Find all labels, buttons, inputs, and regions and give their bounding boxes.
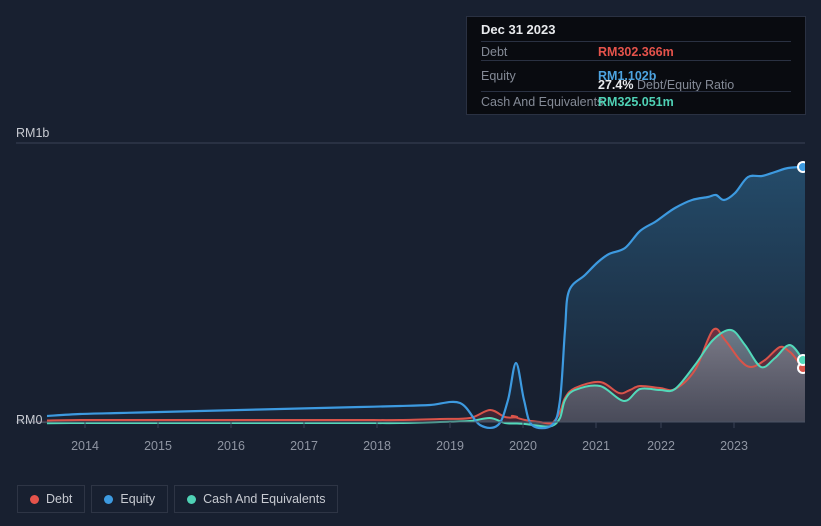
svg-text:2023: 2023 bbox=[720, 439, 748, 453]
svg-text:2018: 2018 bbox=[363, 439, 391, 453]
svg-text:2014: 2014 bbox=[71, 439, 99, 453]
svg-text:2016: 2016 bbox=[217, 439, 245, 453]
svg-text:2017: 2017 bbox=[290, 439, 318, 453]
svg-text:2020: 2020 bbox=[509, 439, 537, 453]
svg-text:2022: 2022 bbox=[647, 439, 675, 453]
svg-text:2021: 2021 bbox=[582, 439, 610, 453]
svg-text:2019: 2019 bbox=[436, 439, 464, 453]
svg-text:2015: 2015 bbox=[144, 439, 172, 453]
